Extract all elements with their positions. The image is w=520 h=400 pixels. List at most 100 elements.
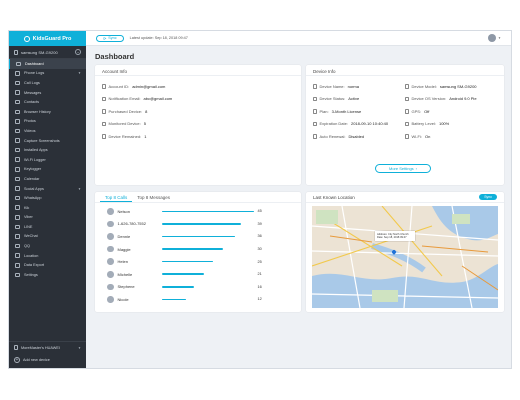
info-value: On bbox=[424, 133, 431, 139]
call-count: 36 bbox=[257, 234, 262, 239]
call-bar bbox=[161, 298, 187, 301]
sidebar-item-phone-logs[interactable]: Phone Logs ▼ bbox=[9, 69, 86, 79]
location-title: Last Known Location bbox=[313, 194, 355, 200]
contact-name: Dennie bbox=[117, 233, 131, 239]
sidebar-item-viber[interactable]: Viber bbox=[9, 213, 86, 223]
sidebar-item-keylogger[interactable]: Keylogger bbox=[9, 165, 86, 175]
info-value: 3-Month License bbox=[331, 108, 362, 114]
device-info-left: Device Name: norma Device Status: Active Pla… bbox=[313, 80, 405, 143]
sidebar-item-installed-apps[interactable]: Installed Apps bbox=[9, 145, 86, 155]
calls-list: Nelson 45 1-626-780-7552 39 Dennie 36 Maggie 30… bbox=[95, 203, 301, 306]
wifi-icon bbox=[15, 157, 20, 162]
sync-button[interactable]: ⟳ Sync bbox=[96, 34, 124, 42]
info-label: Device Name: bbox=[319, 83, 345, 89]
info-row: Device Model: samsung SM-G9200 bbox=[405, 80, 497, 93]
user-icon bbox=[102, 84, 106, 89]
sidebar-item-calendar[interactable]: Calendar bbox=[9, 174, 86, 184]
info-value: admin@gmail.com bbox=[132, 83, 166, 89]
call-bar-track bbox=[161, 248, 254, 250]
apps-icon bbox=[15, 147, 20, 153]
tab-top-messages[interactable]: Top 8 Messages bbox=[137, 195, 171, 200]
call-bar bbox=[161, 223, 242, 225]
info-value: 5 bbox=[143, 121, 146, 127]
top-calls-card: Top 8 Calls Top 8 Messages Nelson 45 1-626… bbox=[95, 192, 301, 312]
sidebar-item-label: Capture Screenshots bbox=[24, 138, 60, 143]
video-icon bbox=[15, 128, 20, 134]
sidebar-item-whatsapp[interactable]: WhatsApp bbox=[9, 193, 86, 203]
info-label: Monitored Device: bbox=[108, 121, 141, 127]
device-info-card: Device Info Device Name: norma Device Stat… bbox=[306, 65, 504, 185]
chevron-down-icon[interactable]: ⌄ bbox=[75, 49, 81, 55]
sidebar-item-label: LINE bbox=[24, 224, 33, 229]
info-value: 8 bbox=[145, 108, 148, 114]
sidebar-item-label: Social Apps bbox=[24, 186, 44, 191]
second-device-name: MoreMaster's HUAWEI bbox=[21, 345, 60, 350]
sidebar-item-settings[interactable]: Settings bbox=[9, 270, 86, 280]
list-item: Dennie 36 bbox=[95, 230, 301, 243]
sidebar-item-browser-history[interactable]: Browser History bbox=[9, 107, 86, 117]
sidebar-item-label: Videos bbox=[24, 128, 36, 133]
sidebar-item-kik[interactable]: Kik bbox=[9, 203, 86, 213]
more-settings-button[interactable]: More Settings › bbox=[375, 164, 431, 173]
device-icon bbox=[102, 134, 106, 139]
sidebar-item-label: WhatsApp bbox=[24, 196, 42, 201]
location-card: Last Known Location Sync Address: City N… bbox=[306, 192, 504, 312]
sidebar-item-label: Dashboard bbox=[25, 61, 44, 66]
sidebar-item-label: Viber bbox=[24, 215, 33, 220]
list-item: Nicole 12 bbox=[95, 293, 301, 306]
contact-avatar bbox=[107, 283, 114, 291]
sidebar-item-social-apps[interactable]: Social Apps ▼ bbox=[9, 184, 86, 194]
sidebar-item-wi-fi-logger[interactable]: Wi-Fi Logger bbox=[9, 155, 86, 165]
user-menu[interactable]: ▼ bbox=[488, 34, 501, 42]
info-label: Purchased Device: bbox=[108, 108, 143, 114]
contact-avatar bbox=[107, 208, 114, 215]
sidebar-item-call-logs[interactable]: Call Logs bbox=[9, 78, 86, 88]
message-icon bbox=[15, 90, 20, 95]
tab-top-calls[interactable]: Top 8 Calls bbox=[100, 192, 133, 202]
device-info-title: Device Info bbox=[306, 65, 504, 76]
contact-avatar bbox=[107, 245, 114, 253]
brand-header: KidsGuard Pro bbox=[9, 31, 86, 46]
call-icon bbox=[15, 80, 20, 86]
add-device-button[interactable]: + Add new device bbox=[9, 354, 86, 366]
info-row: Notification Email: abc@gmail.com bbox=[102, 93, 294, 106]
sidebar-item-line[interactable]: LINE bbox=[9, 222, 86, 232]
call-bar-track bbox=[161, 286, 254, 288]
info-row: Purchased Device: 8 bbox=[102, 105, 294, 118]
call-bar-track bbox=[161, 223, 254, 225]
info-label: GPS: bbox=[411, 108, 422, 114]
second-device[interactable]: MoreMaster's HUAWEI ▼ bbox=[9, 341, 86, 353]
calendar-icon bbox=[15, 176, 20, 182]
screenshot-icon bbox=[15, 138, 20, 143]
sidebar-item-location[interactable]: Location bbox=[9, 251, 86, 261]
sidebar-item-contacts[interactable]: Contacts bbox=[9, 97, 86, 107]
sidebar-item-messages[interactable]: Messages bbox=[9, 88, 86, 98]
sidebar-item-qq[interactable]: QQ bbox=[9, 241, 86, 251]
mail-icon bbox=[102, 96, 106, 101]
sidebar-item-photos[interactable]: Photos bbox=[9, 117, 86, 127]
dashboard-icon bbox=[16, 61, 21, 67]
kidsguard-logo-icon bbox=[23, 35, 30, 42]
phone-icon bbox=[14, 345, 18, 350]
sidebar-item-capture-screenshots[interactable]: Capture Screenshots bbox=[9, 136, 86, 146]
contact-name: Nicole bbox=[117, 296, 129, 302]
popup-time: Date: Sep 18, 2018 09:47 bbox=[377, 236, 407, 239]
device-selector[interactable]: samsung SM-G9200 ⌄ bbox=[9, 46, 86, 59]
info-row: Battery Level: 100% bbox=[405, 118, 497, 131]
app-window: KidsGuard Pro samsung SM-G9200 ⌄ Dashboa… bbox=[9, 31, 511, 368]
sidebar-item-videos[interactable]: Videos bbox=[9, 126, 86, 136]
sidebar-item-label: Messages bbox=[24, 90, 42, 95]
phone-icon bbox=[14, 49, 18, 55]
call-count: 25 bbox=[257, 259, 262, 264]
call-bar bbox=[161, 286, 195, 288]
renew-icon bbox=[313, 134, 317, 139]
sidebar-item-dashboard[interactable]: Dashboard bbox=[9, 59, 86, 69]
sidebar-item-data-export[interactable]: Data Export bbox=[9, 260, 86, 270]
chevron-down-icon: ▼ bbox=[498, 36, 501, 40]
contact-avatar bbox=[107, 233, 114, 240]
sidebar-item-wechat[interactable]: WeChat bbox=[9, 232, 86, 242]
qq-icon bbox=[15, 243, 20, 249]
location-map[interactable]: Address: City North Church Date: Sep 18,… bbox=[312, 206, 498, 308]
clock-icon bbox=[313, 121, 317, 126]
location-sync-button[interactable]: Sync bbox=[479, 194, 497, 200]
